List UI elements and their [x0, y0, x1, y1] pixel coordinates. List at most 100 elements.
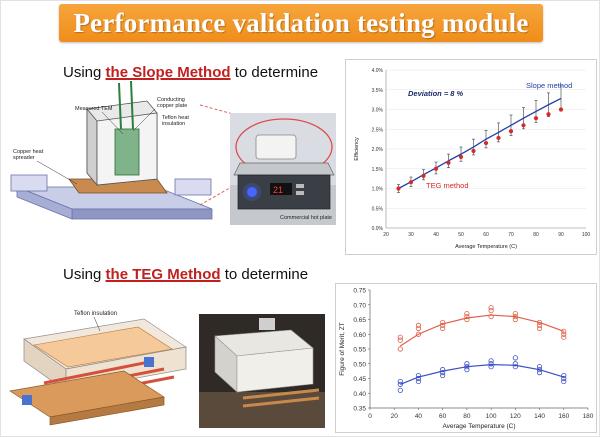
x-tick-label: 70 [508, 232, 514, 238]
tem-label: Measured TEM [75, 106, 113, 112]
blue-data-point [397, 387, 403, 393]
y-tick-label: 0.65 [353, 317, 366, 324]
slope-method-heading: Using the Slope Method to determine [63, 64, 318, 81]
hotplate-display: 21 [273, 185, 283, 195]
x-tick-label: 40 [433, 232, 439, 238]
red-data-point [464, 313, 470, 320]
red-data-point [464, 316, 470, 323]
red-data-point [464, 310, 470, 317]
teflon-insulation-label: Teflon insulation [74, 311, 117, 317]
x-tick-label: 50 [458, 232, 464, 238]
y-tick-label: 3.0% [372, 108, 384, 114]
blue-data-point [397, 378, 403, 385]
blue-data-point [536, 367, 543, 373]
y-axis-label: Efficiency [354, 137, 360, 161]
teg-point [446, 160, 451, 165]
x-tick-label: 100 [486, 413, 497, 420]
teflon-label-2: insulation [162, 121, 185, 127]
blue-data-point [415, 372, 422, 379]
blue-data-point [512, 361, 518, 367]
teg-point [496, 135, 501, 141]
x-tick-label: 140 [534, 413, 545, 420]
x-tick-label: 80 [463, 413, 471, 420]
teg-point [471, 148, 476, 154]
conducting-label: Conducting [157, 97, 185, 103]
copper-label: Copper heat [13, 149, 44, 155]
red-data-point [488, 308, 494, 314]
y-tick-label: 0.75 [353, 288, 366, 295]
blue-data-point [415, 375, 422, 382]
red-data-point [536, 319, 543, 326]
blue-data-point [464, 367, 470, 373]
red-data-point [397, 334, 403, 340]
red-data-point [440, 322, 446, 329]
heading-prefix: Using [63, 64, 106, 81]
y-tick-label: 0.35 [353, 406, 366, 413]
teg-point [458, 154, 464, 159]
x-tick-label: 20 [383, 232, 389, 238]
zt-chart: 0.35 0.40 0.45 0.50 0.55 0.60 0.65 0.70 0.75 0 20 4… [339, 288, 594, 431]
slope-method-legend: Slope method [526, 81, 572, 90]
blue-data-point [512, 355, 518, 361]
blue-data-point [397, 381, 403, 388]
red-data-point [561, 328, 567, 334]
teg-point [546, 112, 551, 117]
blue-data-point [561, 378, 567, 385]
red-data-point [440, 325, 446, 331]
x-tick-label: 30 [408, 232, 414, 238]
x-tick-label: 100 [582, 232, 591, 238]
y-tick-label: 0.5% [372, 206, 384, 212]
slope-device-diagram: Measured TEM Conducting copper plate Tef… [10, 80, 213, 220]
efficiency-chart: 0.0% 0.5% 1.0% 1.5% 2.0% 2.5% 3.0% 3.5% 4.0% 20 30… [354, 68, 591, 250]
teg-point [421, 173, 426, 178]
teg-point [521, 123, 526, 128]
teg-method-legend: TEG method [426, 181, 469, 190]
teg-point [533, 116, 539, 121]
heading-prefix: Using [63, 266, 106, 283]
teg-method-heading: Using the TEG Method to determine [63, 266, 308, 283]
x-tick-label: 40 [415, 413, 423, 420]
conducting-label-2: copper plate [157, 103, 187, 109]
x-tick-label: 120 [510, 413, 521, 420]
hotplate-label: Commercial hot plate [280, 215, 332, 221]
x-tick-label: 60 [483, 232, 489, 238]
y-tick-label: 4.0% [372, 68, 384, 74]
deviation-annotation: Deviation = 8 % [408, 89, 464, 98]
heading-suffix: to determine [220, 266, 309, 283]
teg-point [408, 180, 414, 185]
zt-chart-box: 0.35 0.40 0.45 0.50 0.55 0.60 0.65 0.70 0.75 0 20 4… [335, 283, 597, 433]
red-data-point [488, 313, 494, 320]
y-tick-label: 1.5% [372, 167, 384, 173]
red-fit-curve [399, 314, 564, 347]
blue-data-point [440, 367, 446, 373]
teg-point [396, 186, 401, 191]
y-tick-label: 1.0% [372, 187, 384, 193]
y-tick-label: 3.5% [372, 88, 384, 94]
y-tick-label: 0.40 [353, 391, 366, 398]
red-data-point [397, 337, 403, 343]
x-tick-label: 180 [583, 413, 594, 420]
red-data-point [536, 325, 543, 331]
red-data-point [512, 316, 518, 323]
y-axis-label: Figure of Merit, ZT [339, 322, 346, 375]
y-tick-label: 0.60 [353, 332, 366, 339]
y-tick-label: 0.45 [353, 376, 366, 383]
y-tick-label: 2.5% [372, 127, 384, 133]
blue-data-point [464, 364, 470, 370]
blue-data-point [440, 372, 446, 379]
x-tick-label: 90 [558, 232, 564, 238]
blue-data-point [536, 370, 543, 376]
red-data-point [415, 331, 422, 337]
red-data-point [536, 322, 543, 329]
blue-data-point [512, 364, 518, 370]
teg-point [483, 140, 489, 146]
x-axis-label: Average Temperature (C) [442, 423, 515, 430]
title-banner: Performance validation testing module [59, 4, 543, 42]
blue-data-point [488, 358, 494, 364]
teg-method-link[interactable]: the TEG Method [105, 266, 221, 283]
slope-method-link[interactable]: the Slope Method [105, 64, 231, 81]
red-data-point [415, 322, 422, 329]
red-data-point [561, 334, 567, 340]
x-tick-label: 60 [439, 413, 447, 420]
